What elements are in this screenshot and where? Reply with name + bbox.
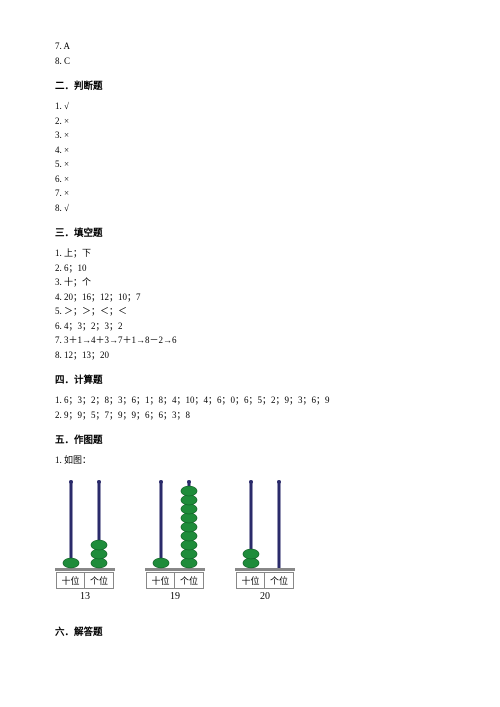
abacus-svg xyxy=(145,478,205,573)
section-2-title: 二．判断题 xyxy=(55,78,445,92)
tens-label: 十位 xyxy=(147,573,175,588)
section-2-list: 1. √2. ×3. ×4. ×5. ×6. ×7. ×8. √ xyxy=(55,100,445,215)
abacus-svg xyxy=(235,478,295,573)
answer-line: 1. 6；3；2；8；3；6；1；8；4；10；4；6；0；6；5；2；9；3；… xyxy=(55,394,445,408)
answer-line: 6. 4；3；2；3；2 xyxy=(55,320,445,334)
answer-line: 6. × xyxy=(55,173,445,187)
abacus: 十位个位 13 xyxy=(55,478,115,602)
ones-label: 个位 xyxy=(265,573,293,588)
fig-caption: 1. 如图： xyxy=(55,454,445,468)
section-3-title: 三．填空题 xyxy=(55,225,445,239)
abacus-place-labels: 十位个位 xyxy=(236,572,294,589)
abacus-number: 13 xyxy=(80,591,90,602)
answer-line: 3. 十；个 xyxy=(55,276,445,290)
answer-line: 2. × xyxy=(55,115,445,129)
ones-label: 个位 xyxy=(85,573,113,588)
tens-label: 十位 xyxy=(237,573,265,588)
answer-line: 1. √ xyxy=(55,100,445,114)
answer-line: 1. 上；下 xyxy=(55,247,445,261)
answer-line: 7. A xyxy=(55,40,445,54)
answer-line: 8. C xyxy=(55,55,445,69)
answer-line: 4. 20；16；12；10；7 xyxy=(55,291,445,305)
abacus-place-labels: 十位个位 xyxy=(56,572,114,589)
section-5-title: 五．作图题 xyxy=(55,432,445,446)
section-4-list: 1. 6；3；2；8；3；6；1；8；4；10；4；6；0；6；5；2；9；3；… xyxy=(55,394,445,422)
section-3-list: 1. 上；下2. 6；103. 十；个4. 20；16；12；10；75. ＞；… xyxy=(55,247,445,362)
section-6-title: 六．解答题 xyxy=(55,624,445,638)
answer-line: 5. × xyxy=(55,158,445,172)
ones-label: 个位 xyxy=(175,573,203,588)
answer-line: 8. √ xyxy=(55,202,445,216)
abacus: 十位个位 20 xyxy=(235,478,295,602)
answer-line: 7. 3＋1→4＋3→7＋1→8－2→6 xyxy=(55,334,445,348)
answer-line: 4. × xyxy=(55,144,445,158)
abacus-place-labels: 十位个位 xyxy=(146,572,204,589)
answer-line: 5. ＞；＞；＜；＜ xyxy=(55,305,445,319)
tens-label: 十位 xyxy=(57,573,85,588)
abacus-row: 十位个位13十位个位19十位个位20 xyxy=(55,478,445,602)
abacus-number: 20 xyxy=(260,591,270,602)
answer-line: 8. 12；13；20 xyxy=(55,349,445,363)
section-4-title: 四．计算题 xyxy=(55,372,445,386)
abacus-svg xyxy=(55,478,115,573)
answer-line: 3. × xyxy=(55,129,445,143)
answer-line: 2. 9；9；5；7；9；9；6；6；3；8 xyxy=(55,409,445,423)
answer-line: 7. × xyxy=(55,187,445,201)
answer-line: 2. 6；10 xyxy=(55,262,445,276)
abacus-number: 19 xyxy=(170,591,180,602)
abacus: 十位个位 19 xyxy=(145,478,205,602)
